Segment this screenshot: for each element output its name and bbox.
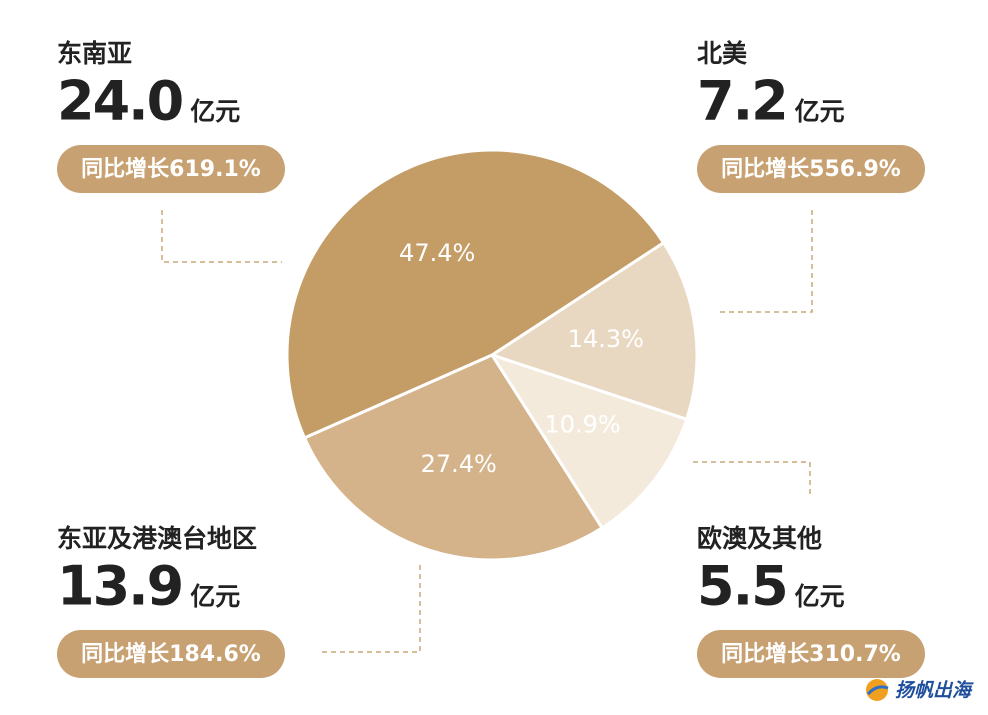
- unit-label: 亿元: [190, 582, 240, 611]
- pie: 14.3% 10.9% 27.4% 47.4%: [285, 148, 699, 562]
- pie-slice: [285, 148, 666, 440]
- growth-label: 同比增长556.9%: [721, 156, 901, 182]
- leader-line: [161, 210, 282, 263]
- region-label: 东亚及港澳台地区: [57, 524, 257, 553]
- growth-pill: [57, 145, 285, 193]
- watermark: 扬帆出海: [895, 680, 974, 702]
- unit-label: 亿元: [190, 97, 240, 126]
- amount-label: 7.2: [697, 70, 787, 133]
- region-label: 欧澳及其他: [697, 524, 822, 553]
- leader-line: [718, 210, 813, 313]
- pie-slice: [488, 240, 699, 422]
- amount-label: 5.5: [697, 555, 787, 618]
- logo-icon: [866, 679, 888, 701]
- growth-label: 同比增长184.6%: [81, 641, 261, 667]
- amount-label: 24.0: [57, 70, 182, 133]
- leader-line: [693, 461, 811, 495]
- growth-label: 同比增长619.1%: [81, 156, 261, 182]
- slice-label: 14.3%: [568, 325, 644, 353]
- slice-label: 10.9%: [544, 411, 620, 439]
- growth-pill: [697, 630, 925, 678]
- logo-icon: [866, 685, 889, 696]
- slice-label: 47.4%: [399, 239, 475, 267]
- pie-slice: [488, 352, 689, 531]
- amount-label: 13.9: [57, 555, 182, 618]
- growth-pill: [697, 145, 925, 193]
- slice-label: 27.4%: [421, 450, 497, 478]
- region-label: 东南亚: [57, 39, 132, 68]
- leader-line: [318, 565, 421, 653]
- unit-label: 亿元: [795, 97, 845, 126]
- region-label: 北美: [697, 39, 747, 68]
- growth-pill: [57, 630, 285, 678]
- unit-label: 亿元: [795, 582, 845, 611]
- growth-label: 同比增长310.7%: [721, 641, 901, 667]
